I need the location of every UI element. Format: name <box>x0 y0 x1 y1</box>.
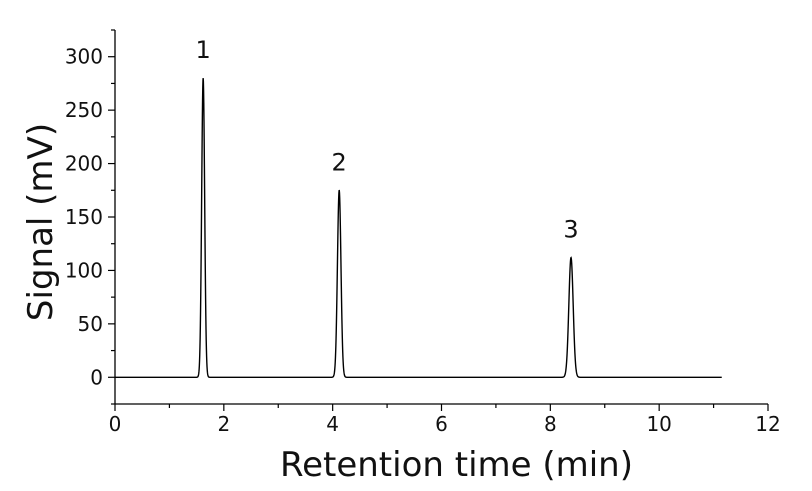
x-tick-label: 12 <box>755 412 780 436</box>
x-tick-label: 4 <box>326 412 339 436</box>
y-axis-title: Signal (mV) <box>21 123 61 321</box>
y-tick-label: 200 <box>65 152 103 176</box>
y-tick-label: 50 <box>78 312 103 336</box>
x-axis: 0 2 4 6 8 10 12 <box>109 403 781 436</box>
y-tick-label: 150 <box>65 205 103 229</box>
x-tick-label: 0 <box>109 412 122 436</box>
y-tick-label: 100 <box>65 258 103 282</box>
y-tick-label: 250 <box>65 98 103 122</box>
peak-label-2: 2 <box>332 148 347 176</box>
y-axis: 0 50 100 150 200 250 300 <box>65 29 116 405</box>
signal-trace <box>115 78 722 378</box>
peak-labels: 1 2 3 <box>196 36 579 244</box>
peak-label-3: 3 <box>563 216 578 244</box>
x-axis-title: Retention time (min) <box>280 445 633 485</box>
peak-label-1: 1 <box>196 36 211 64</box>
y-tick-label: 0 <box>90 365 103 389</box>
x-tick-label: 8 <box>544 412 557 436</box>
y-tick-label: 300 <box>65 45 103 69</box>
x-tick-label: 2 <box>217 412 230 436</box>
x-tick-label: 10 <box>646 412 671 436</box>
x-tick-label: 6 <box>435 412 448 436</box>
